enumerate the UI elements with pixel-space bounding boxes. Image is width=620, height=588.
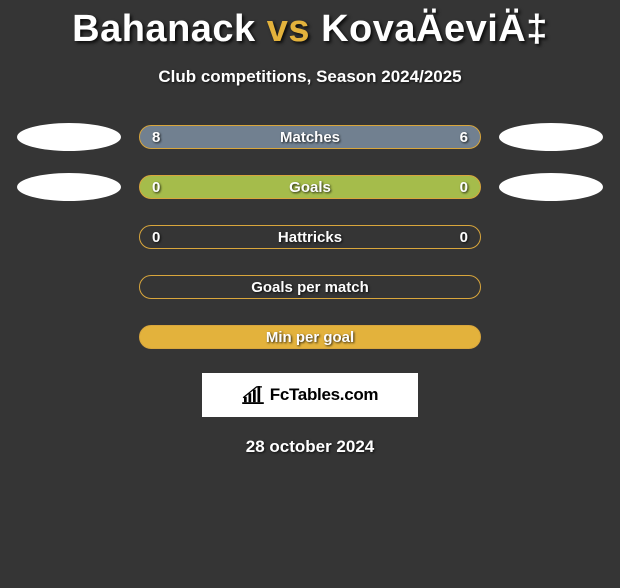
vs-separator: vs xyxy=(267,8,310,50)
stat-bar: 0 Goals 0 xyxy=(139,175,481,199)
stat-right-value: 6 xyxy=(460,129,468,146)
player-right-marker xyxy=(499,123,603,151)
stat-rows: 8 Matches 6 0 Goals 0 0 Hattricks 0 Goals per mat… xyxy=(0,123,620,351)
stat-bar: 8 Matches 6 xyxy=(139,125,481,149)
player-right-name: KovaÄeviÄ‡ xyxy=(321,8,548,50)
page-title: Bahanack vs KovaÄeviÄ‡ xyxy=(0,8,620,51)
site-badge: FcTables.com xyxy=(202,373,418,417)
player-right-marker xyxy=(499,173,603,201)
stat-left-value: 0 xyxy=(152,229,160,246)
stat-right-value: 0 xyxy=(460,229,468,246)
stat-bar: 0 Hattricks 0 xyxy=(139,225,481,249)
stat-row: 8 Matches 6 xyxy=(0,123,620,151)
stat-row: Min per goal xyxy=(0,323,620,351)
stat-right-value: 0 xyxy=(460,179,468,196)
stat-left-value: 0 xyxy=(152,179,160,196)
stat-left-value: 8 xyxy=(152,129,160,146)
stat-label: Min per goal xyxy=(266,329,354,346)
stat-label: Goals xyxy=(289,179,331,196)
player-left-name: Bahanack xyxy=(72,8,256,50)
stat-bar: Min per goal xyxy=(139,325,481,349)
stat-row: 0 Goals 0 xyxy=(0,173,620,201)
player-left-marker xyxy=(17,173,121,201)
stat-row: Goals per match xyxy=(0,273,620,301)
player-left-marker xyxy=(17,123,121,151)
brand-text: FcTables.com xyxy=(270,385,379,405)
stat-row: 0 Hattricks 0 xyxy=(0,223,620,251)
stat-bar: Goals per match xyxy=(139,275,481,299)
subtitle: Club competitions, Season 2024/2025 xyxy=(0,67,620,87)
stat-label: Hattricks xyxy=(278,229,342,246)
stat-label: Matches xyxy=(280,129,340,146)
bar-chart-icon xyxy=(242,386,264,404)
stat-label: Goals per match xyxy=(251,279,369,296)
footer-date: 28 october 2024 xyxy=(0,437,620,457)
